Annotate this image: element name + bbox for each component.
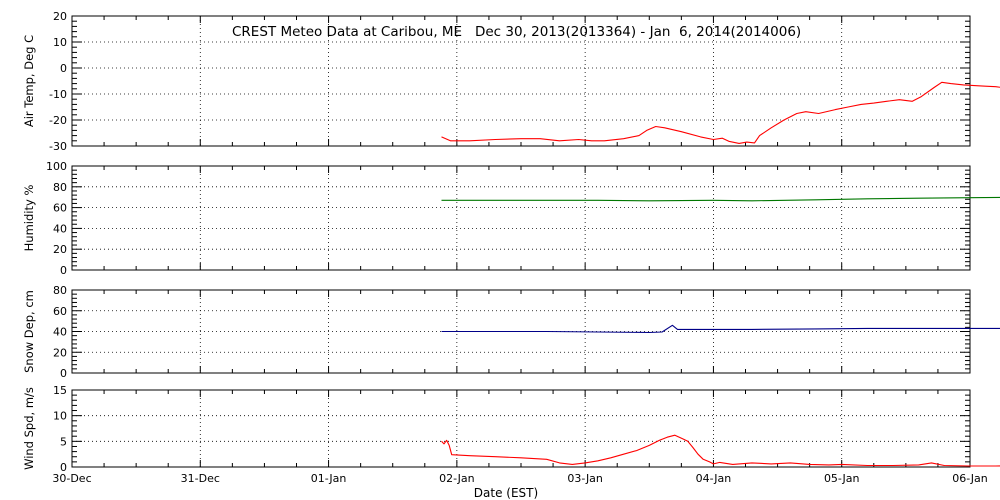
y-tick-label: 5	[60, 435, 67, 448]
y-tick-label: 10	[53, 410, 67, 423]
y-tick-label: 80	[53, 181, 67, 194]
x-axis-label: Date (EST)	[474, 486, 538, 500]
y-tick-label: 100	[46, 160, 67, 173]
y-tick-label: 20	[53, 10, 67, 23]
y-tick-label: -20	[49, 114, 67, 127]
panel-humidity: 0 20 40 60 80 100 Humidity %	[22, 160, 1000, 277]
panel-snow-depth: 0 20 40 60 80 Snow Dep, cm	[22, 284, 1000, 380]
y-tick-label: 80	[53, 284, 67, 297]
y-axis-label: Humidity %	[22, 185, 36, 252]
x-tick-label: 31-Dec	[181, 472, 220, 485]
plot-frame	[71, 389, 971, 468]
panel-wind-speed: 0 5 10 15 Wind Spd, m/s	[22, 384, 1000, 474]
y-tick-label: 20	[53, 243, 67, 256]
y-tick-label: 60	[53, 202, 67, 215]
y-tick-label: -10	[49, 88, 67, 101]
air-temp-series-line	[441, 81, 1000, 144]
x-tick-label: 01-Jan	[311, 472, 347, 485]
chart-title: CREST Meteo Data at Caribou, ME Dec 30, …	[232, 24, 801, 40]
y-tick-label: 15	[53, 384, 67, 397]
y-tick-label: 0	[60, 264, 67, 277]
y-tick-label: 60	[53, 305, 67, 318]
y-tick-label: 0	[60, 367, 67, 380]
y-tick-label: 0	[60, 461, 67, 474]
x-tick-label: 30-Dec	[52, 472, 91, 485]
y-tick-label: 20	[53, 346, 67, 359]
y-axis-label: Snow Dep, cm	[22, 290, 36, 373]
panel-air-temp: -30 -20 -10 0 10 20 Air Temp, Deg C	[22, 10, 1000, 153]
humidity-series-line	[441, 196, 1000, 202]
snow-depth-series-line	[441, 324, 1000, 334]
plot-frame	[71, 165, 971, 271]
y-tick-label: 10	[53, 36, 67, 49]
x-tick-label: 03-Jan	[567, 472, 603, 485]
y-axis-label: Wind Spd, m/s	[22, 387, 36, 470]
y-tick-label: 0	[60, 62, 67, 75]
y-tick-label: 40	[53, 222, 67, 235]
y-tick-label: -30	[49, 140, 67, 153]
x-tick-label: 02-Jan	[439, 472, 475, 485]
y-tick-label: 40	[53, 326, 67, 339]
x-tick-label: 06-Jan	[952, 472, 988, 485]
x-tick-label: 04-Jan	[696, 472, 732, 485]
y-axis-label: Air Temp, Deg C	[22, 35, 36, 127]
wind-speed-series-line	[441, 434, 1000, 467]
x-tick-label: 05-Jan	[824, 472, 860, 485]
